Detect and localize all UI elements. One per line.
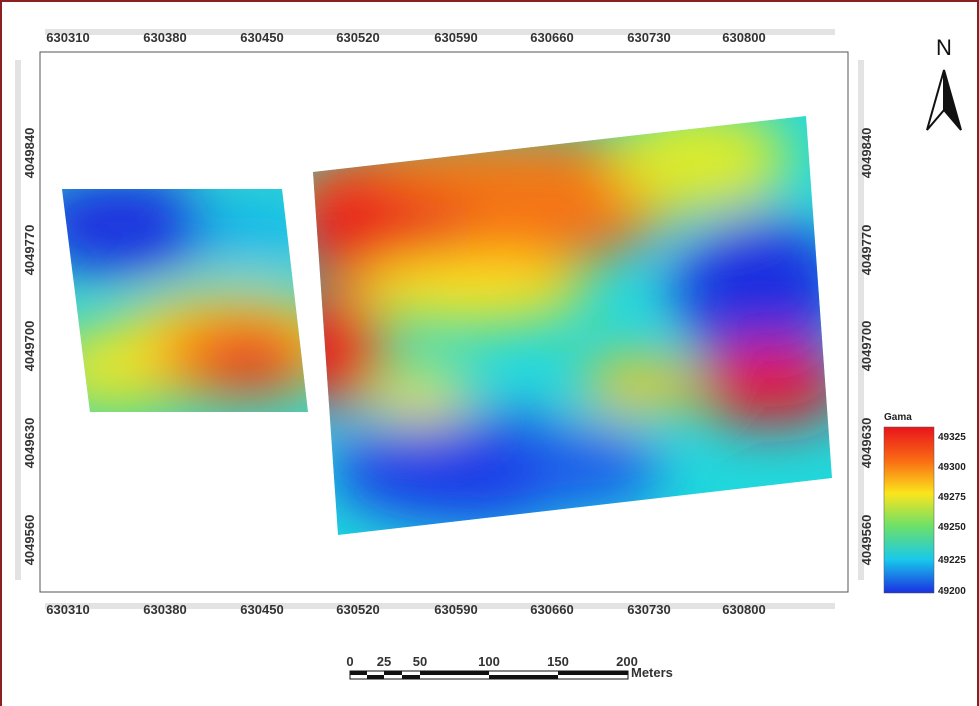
north-arrow: N: [926, 35, 962, 131]
x-tick-bottom: 630310: [46, 602, 89, 617]
y-tick-right: 4049770: [859, 225, 874, 276]
x-tick-top: 630450: [240, 30, 283, 45]
y-axis-left: 4049840 4049770 4049700 4049630 4049560: [22, 128, 37, 566]
y-tick-left: 4049770: [22, 225, 37, 276]
legend-value: 49200: [938, 586, 966, 597]
x-tick-top: 630380: [143, 30, 186, 45]
y-tick-right: 4049840: [859, 128, 874, 179]
north-label: N: [936, 35, 952, 60]
x-tick-top: 630730: [627, 30, 670, 45]
scale-label: 150: [547, 654, 569, 669]
y-tick-left: 4049560: [22, 515, 37, 566]
x-tick-bottom: 630450: [240, 602, 283, 617]
x-tick-bottom: 630590: [434, 602, 477, 617]
legend-value: 49275: [938, 492, 966, 503]
x-tick-bottom: 630800: [722, 602, 765, 617]
scale-unit: Meters: [631, 665, 673, 680]
x-tick-bottom: 630520: [336, 602, 379, 617]
y-tick-right: 4049700: [859, 321, 874, 372]
x-axis-top: 630310 630380 630450 630520 630590 63066…: [46, 30, 765, 45]
x-tick-top: 630520: [336, 30, 379, 45]
legend-value: 49300: [938, 462, 966, 473]
y-tick-left: 4049630: [22, 418, 37, 469]
x-tick-top: 630590: [434, 30, 477, 45]
scale-label: 25: [377, 654, 391, 669]
scale-bar: 0 25 50 100 150 200 Meters: [346, 654, 673, 680]
y-tick-right: 4049630: [859, 418, 874, 469]
scale-label: 100: [478, 654, 500, 669]
legend-value: 49250: [938, 522, 966, 533]
legend-value: 49325: [938, 432, 966, 443]
raster-left: [62, 189, 308, 412]
y-tick-right: 4049560: [859, 515, 874, 566]
y-axis-right: 4049840 4049770 4049700 4049630 4049560: [859, 128, 874, 566]
scale-label: 50: [413, 654, 427, 669]
x-tick-bottom: 630660: [530, 602, 573, 617]
x-tick-top: 630800: [722, 30, 765, 45]
scale-label: 0: [346, 654, 353, 669]
x-tick-bottom: 630730: [627, 602, 670, 617]
x-tick-top: 630660: [530, 30, 573, 45]
y-tick-left: 4049840: [22, 128, 37, 179]
y-tick-left: 4049700: [22, 321, 37, 372]
x-axis-bottom: 630310 630380 630450 630520 630590 63066…: [46, 602, 765, 617]
map-border: [39, 51, 849, 593]
legend: Gama 49325 49300 49275 49250 49225 49200: [883, 412, 966, 597]
x-tick-top: 630310: [46, 30, 89, 45]
legend-title: Gama: [884, 412, 912, 423]
legend-value: 49225: [938, 555, 966, 566]
axis-strips: [15, 29, 864, 609]
scale-label: 200: [616, 654, 638, 669]
raster-right: [313, 116, 832, 535]
legend-color-ramp: [883, 426, 935, 594]
x-tick-bottom: 630380: [143, 602, 186, 617]
